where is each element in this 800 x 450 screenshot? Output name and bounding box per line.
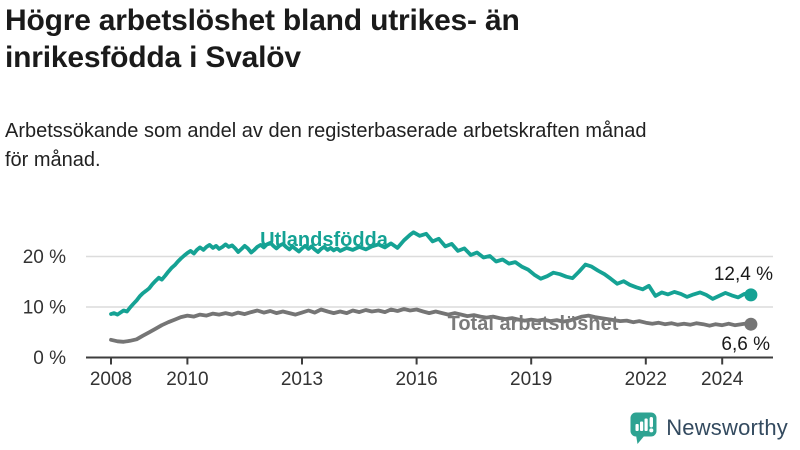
x-axis-label: 2019 — [510, 369, 552, 390]
end-value-total-arbetsloshet: 6,6 % — [721, 334, 770, 355]
series-label-total-arbetsloshet: Total arbetslöshet — [448, 313, 619, 335]
x-axis-label: 2024 — [701, 369, 744, 390]
chart-subtitle: Arbetssökande som andel av den registerb… — [5, 117, 785, 175]
series-end-dot-utlandsfodda — [744, 288, 758, 302]
series-end-dot-total-arbetsloshet — [744, 317, 758, 331]
bar-chart-speech-bubble-icon — [630, 412, 657, 444]
page-title-line2: inrikesfödda i Svalöv — [5, 41, 301, 74]
unemployment-line-chart: 0 %10 %20 %2008 2010 2013 2016 2019 2022 2024 … — [23, 229, 773, 390]
x-axis-label: 2008 — [90, 369, 132, 390]
x-axis-label: 2016 — [395, 369, 437, 390]
end-value-utlandsfodda: 12,4 % — [714, 264, 773, 285]
plot-layer: 0 % 10 % 20 % 2008 2010 2013 2016 2019 2022 2024 — [23, 230, 773, 390]
y-axis-label: 20 % — [23, 247, 66, 268]
series-line-total-arbetsloshet — [109, 307, 753, 344]
y-axis-label: 10 % — [23, 298, 66, 319]
y-axis-label: 0 % — [33, 348, 66, 369]
series-line-utlandsfodda — [109, 230, 753, 317]
x-axis-label: 2022 — [625, 369, 667, 390]
chart-subtitle-line1: Arbetssökande som andel av den registerb… — [5, 120, 647, 142]
x-axis-label: 2010 — [166, 369, 208, 390]
series-label-utlandsfodda: Utlandsfödda — [260, 229, 389, 251]
x-axis-label: 2013 — [281, 369, 323, 390]
page-title: Högre arbetslöshet bland utrikes- än inr… — [5, 2, 685, 76]
brand-name: Newsworthy — [666, 415, 788, 440]
page-title-line1: Högre arbetslöshet bland utrikes- än — [5, 4, 520, 37]
chart-subtitle-line2: för månad. — [5, 149, 101, 171]
newsworthy-logo: Newsworthy — [629, 410, 788, 446]
